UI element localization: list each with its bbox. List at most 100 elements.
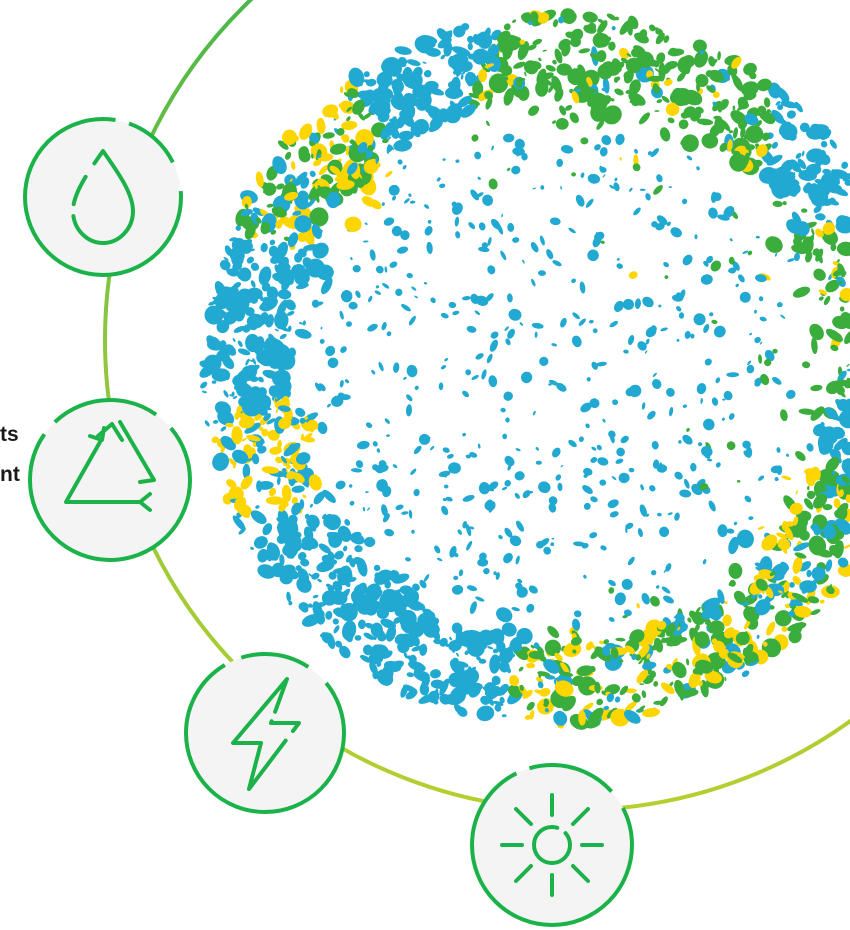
- globe-speck: [668, 186, 672, 189]
- globe-speck: [525, 662, 536, 669]
- globe-speck: [736, 652, 745, 659]
- globe-speck: [260, 242, 268, 253]
- globe-speck: [454, 703, 463, 715]
- globe-speck: [769, 571, 776, 577]
- globe-speck: [399, 110, 415, 127]
- globe-speck: [522, 689, 533, 699]
- globe-speck: [532, 38, 543, 46]
- globe-speck: [364, 536, 376, 548]
- globe-speck: [214, 290, 233, 310]
- globe-speck: [724, 676, 727, 682]
- globe-speck: [754, 108, 762, 117]
- globe-speck: [526, 701, 535, 711]
- globe-speck: [460, 104, 476, 118]
- globe-speck: [801, 208, 808, 213]
- globe-speck: [380, 125, 394, 140]
- globe-speck: [645, 326, 657, 338]
- globe-speck: [623, 69, 634, 84]
- globe-speck: [223, 286, 237, 295]
- globe-speck: [756, 144, 768, 158]
- globe-speck: [776, 302, 783, 308]
- globe-speck: [548, 502, 557, 513]
- globe-speck: [672, 661, 687, 679]
- globe-speck: [339, 602, 358, 622]
- globe-speck: [548, 383, 552, 386]
- globe-speck: [530, 242, 539, 253]
- globe-speck: [825, 279, 840, 293]
- globe-speck: [661, 586, 671, 594]
- globe-speck: [448, 462, 461, 474]
- globe-speck: [608, 41, 616, 51]
- globe-speck: [398, 130, 414, 141]
- globe-speck: [344, 216, 362, 233]
- globe-speck: [771, 141, 779, 149]
- globe-speck: [818, 289, 828, 296]
- globe-speck: [299, 499, 305, 510]
- globe-speck: [369, 249, 376, 261]
- globe-speck: [659, 526, 670, 537]
- globe-speck: [602, 105, 622, 125]
- globe-speck: [382, 485, 392, 498]
- globe-speck: [599, 147, 608, 157]
- globe-speck: [281, 276, 291, 292]
- globe-speck: [339, 645, 351, 659]
- globe-speck: [322, 132, 335, 139]
- lightning-badge[interactable]: [184, 652, 346, 814]
- globe-speck: [232, 449, 249, 464]
- globe-speck: [531, 278, 536, 287]
- globe-speck: [620, 435, 629, 444]
- globe-speck: [449, 658, 465, 675]
- globe-speck: [250, 393, 256, 401]
- globe-speck: [268, 245, 279, 257]
- globe-speck: [228, 458, 236, 466]
- globe-speck: [494, 704, 502, 712]
- globe-speck: [245, 434, 261, 442]
- globe-speck: [811, 566, 826, 581]
- globe-speck: [693, 313, 706, 326]
- globe-speck: [338, 103, 344, 108]
- globe-speck: [242, 463, 251, 479]
- globe-speck: [833, 437, 848, 452]
- globe-speck: [434, 545, 441, 554]
- globe-speck: [614, 592, 626, 606]
- globe-speck: [301, 606, 309, 613]
- globe-speck: [600, 240, 605, 244]
- globe-speck: [746, 364, 755, 374]
- globe-speck: [488, 375, 498, 388]
- globe-speck: [261, 428, 269, 437]
- recycle-badge[interactable]: [28, 398, 192, 562]
- lightning-bolt-icon: [231, 677, 301, 791]
- globe-speck: [255, 217, 262, 224]
- globe-speck: [696, 166, 700, 171]
- globe-speck: [733, 590, 746, 604]
- globe-speck: [370, 622, 383, 637]
- globe-speck: [757, 105, 767, 113]
- globe-speck: [224, 372, 230, 381]
- globe-speck: [709, 607, 722, 621]
- globe-speck: [649, 670, 657, 679]
- globe-speck: [595, 232, 598, 236]
- globe-speck: [445, 103, 463, 122]
- globe-speck: [786, 219, 802, 234]
- globe-speck: [608, 617, 615, 622]
- globe-speck: [493, 700, 504, 706]
- globe-speck: [775, 100, 781, 106]
- globe-speck: [226, 479, 237, 489]
- globe-speck: [408, 509, 413, 519]
- globe-speck: [550, 542, 555, 547]
- globe-speck: [396, 589, 402, 593]
- globe-speck: [479, 552, 487, 561]
- globe-speck: [286, 465, 292, 470]
- globe-speck: [739, 291, 751, 303]
- globe-speck: [226, 267, 232, 276]
- water-drop-badge[interactable]: [23, 117, 183, 277]
- globe-speck: [585, 641, 594, 651]
- sun-badge[interactable]: [470, 763, 634, 927]
- globe-speck: [651, 644, 660, 651]
- globe-speck: [568, 227, 576, 234]
- globe-speck: [542, 49, 547, 52]
- globe-speck: [757, 526, 765, 530]
- globe-speck: [413, 488, 420, 497]
- globe-speck: [353, 594, 362, 610]
- globe-speck: [776, 447, 781, 453]
